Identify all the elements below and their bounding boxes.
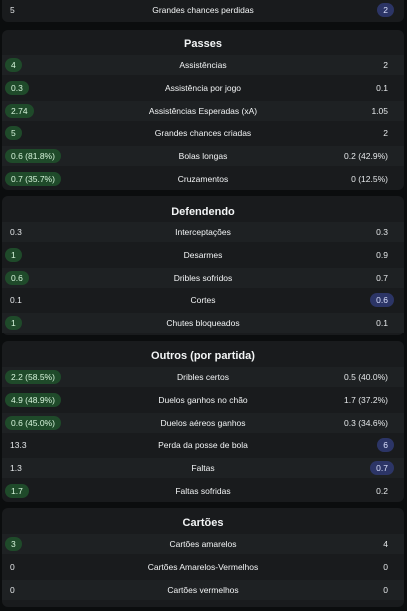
stat-right-value: 0.1: [376, 318, 388, 329]
stat-row: 0 Cartões Amarelos-Vermelhos 0: [2, 557, 404, 577]
stat-right-value: 2: [383, 128, 388, 139]
stat-left-value: 4.9 (48.9%): [5, 392, 61, 407]
stats-card-top: 5 Grandes chances perdidas 2: [2, 0, 404, 22]
stat-right-value: 2: [377, 3, 394, 17]
stat-right-value: 0.2: [376, 486, 388, 496]
section-title: Outros (por partida): [151, 350, 255, 362]
stat-row: 1.3 Faltas 0.7: [2, 458, 404, 479]
stat-left-value: 5: [10, 5, 15, 15]
stat-label: Duelos ganhos no chão: [158, 394, 248, 405]
stat-left-value: 13.3: [10, 440, 27, 451]
stat-label: Assistência por jogo: [164, 82, 242, 93]
stat-label: Cruzamentos: [177, 174, 229, 184]
stat-right-value: 6: [377, 438, 394, 453]
stat-row: 1.7 Faltas sofridas 0.2: [2, 481, 404, 501]
stat-label: Duelos aéreos ganhos: [160, 417, 246, 428]
section-title: Passes: [184, 38, 222, 50]
stat-row: 4 Assistências 2: [2, 55, 404, 75]
stat-row: 0.3 Interceptações 0.3: [2, 222, 404, 242]
stat-row: 3 Cartões amarelos 4: [2, 534, 404, 554]
stat-row: 2.74 Assistências Esperadas (xA) 1.05: [2, 100, 404, 121]
stat-right-value: 0.3: [376, 227, 388, 237]
stat-left-value: 0.1: [10, 295, 22, 306]
section-title: Cartões: [182, 517, 224, 529]
stat-left-value: 0.3: [5, 80, 29, 95]
stat-right-value: 1.05: [371, 105, 388, 116]
stat-left-value: 0.3: [10, 227, 22, 237]
section-cards: Cartões 3 Cartões amarelos 4 0 Cartões Amare…: [2, 508, 404, 607]
stat-label: Assistências Esperadas (xA): [148, 105, 258, 116]
stat-left-value: 1.7: [5, 484, 29, 498]
stat-right-value: 0.6: [370, 293, 394, 308]
stat-left-value: 2.2 (58.5%): [5, 370, 61, 384]
stat-label: Cortes: [190, 295, 216, 306]
stat-right-value: 0.2 (42.9%): [344, 151, 388, 162]
stat-label: Dribles sofridos: [173, 272, 233, 283]
stat-row: 0.6 Dribles sofridos 0.7: [2, 267, 404, 288]
stat-label: Grandes chances criadas: [154, 128, 252, 139]
stat-label: Cartões vermelhos: [167, 584, 239, 595]
stat-left-value: 0: [10, 561, 15, 572]
stat-label: Cartões amarelos: [169, 539, 237, 549]
stat-right-value: 2: [383, 60, 388, 70]
stat-label: Cartões Amarelos-Vermelhos: [147, 561, 259, 572]
stat-left-value: 4: [5, 58, 22, 72]
stat-label: Grandes chances perdidas: [152, 5, 254, 15]
stat-label: Chutes bloqueados: [166, 318, 240, 329]
stat-row: 0.6 (45.0%) Duelos aéreos ganhos 0.3 (34.6…: [2, 412, 404, 433]
stat-row: 0.7 (35.7%) Cruzamentos 0 (12.5%): [2, 169, 404, 189]
stat-label: Faltas sofridas: [175, 486, 231, 496]
stat-label: Faltas: [191, 463, 215, 474]
stat-right-value: 1.7 (37.2%): [344, 394, 388, 405]
stat-left-value: 1: [5, 316, 22, 331]
section-title: Defendendo: [171, 206, 235, 218]
stat-row: 2.2 (58.5%) Dribles certos 0.5 (40.0%): [2, 367, 404, 387]
stat-right-value: 0.5 (40.0%): [344, 372, 388, 382]
stat-left-value: 0.6 (45.0%): [5, 415, 61, 430]
stat-left-value: 0.7 (35.7%): [5, 172, 61, 186]
stat-right-value: 0: [383, 561, 388, 572]
section-defending: Defendendo 0.3 Interceptações 0.3 1 Desarmes…: [2, 196, 404, 335]
stat-label: Assistências: [179, 60, 227, 70]
stat-right-value: 0.7: [370, 461, 394, 476]
stat-right-value: 4: [383, 539, 388, 549]
stat-left-value: 1.3: [10, 463, 22, 474]
stat-row-big-chances-missed: 5 Grandes chances perdidas 2: [2, 0, 404, 20]
stat-row: 0.6 (81.8%) Bolas longas 0.2 (42.9%): [2, 146, 404, 167]
stat-left-value: 0.6 (81.8%): [5, 149, 61, 164]
stat-right-value: 0: [383, 584, 388, 595]
stat-right-value: 0.3 (34.6%): [344, 417, 388, 428]
stat-row: 1 Desarmes 0.9: [2, 245, 404, 265]
stat-label: Dribles certos: [177, 372, 229, 382]
stat-right-value: 0.1: [376, 82, 388, 93]
stat-left-value: 5: [5, 126, 22, 141]
stat-left-value: 1: [5, 247, 22, 262]
stat-left-value: 2.74: [5, 103, 34, 118]
stat-left-value: 3: [5, 537, 22, 551]
section-passes: Passes 4 Assistências 2 0.3 Assistência por …: [2, 30, 404, 190]
stat-row: 5 Grandes chances criadas 2: [2, 123, 404, 143]
stat-label: Perda da posse de bola: [158, 440, 248, 451]
stat-row: 0.1 Cortes 0.6: [2, 290, 404, 310]
stat-row: 1 Chutes bloqueados 0.1: [2, 313, 404, 334]
stat-right-value: 0 (12.5%): [351, 174, 388, 184]
stat-row: 0 Cartões vermelhos 0: [2, 579, 404, 600]
stat-right-value: 0.9: [376, 249, 388, 260]
stat-row: 0.3 Assistência por jogo 0.1: [2, 78, 404, 98]
stat-right-value: 0.7: [376, 272, 388, 283]
stat-label: Desarmes: [183, 249, 223, 260]
stat-row: 13.3 Perda da posse de bola 6: [2, 435, 404, 455]
stat-left-value: 0.6: [5, 270, 29, 285]
stat-left-value: 0: [10, 584, 15, 595]
stat-label: Interceptações: [175, 227, 231, 237]
stat-row: 4.9 (48.9%) Duelos ganhos no chão 1.7 (37.…: [2, 390, 404, 410]
stat-label: Bolas longas: [178, 151, 228, 162]
section-others: Outros (por partida) 2.2 (58.5%) Dribles …: [2, 341, 404, 502]
